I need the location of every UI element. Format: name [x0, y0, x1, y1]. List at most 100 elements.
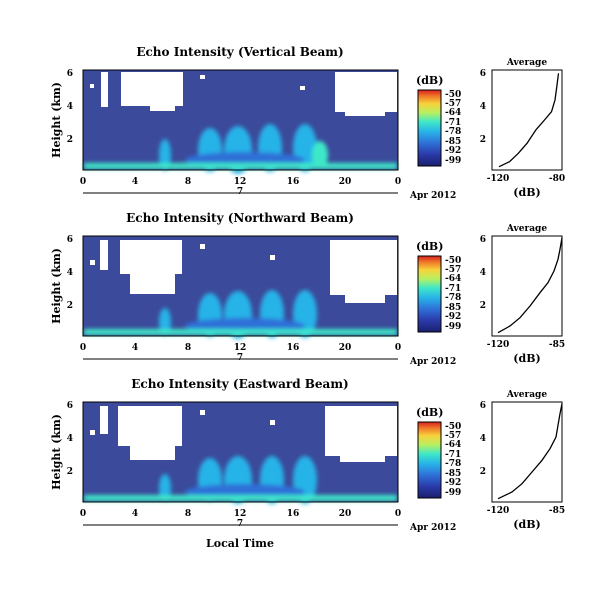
missing-data	[90, 406, 397, 462]
colorbar-ticks: -50 -57 -64 -71 -78 -85 -92 -99	[445, 90, 461, 166]
cbar-tick: -50	[445, 422, 461, 432]
x-axis-label: Local Time	[206, 537, 274, 550]
x-tick: 0	[395, 343, 401, 353]
cbar-tick: -78	[445, 127, 461, 137]
cbar-tick: -85	[445, 303, 461, 313]
y-tick: 6	[67, 401, 73, 411]
day-label: 7	[237, 519, 243, 529]
avg-y-tick: 6	[480, 69, 486, 79]
avg-x-tick-left: -120	[487, 174, 510, 184]
cbar-tick: -50	[445, 256, 461, 266]
x-tick: 8	[185, 343, 191, 353]
panel-northward: Echo Intensity (Northward Beam) Height (…	[50, 211, 565, 367]
panel-vertical: Echo Intensity (Vertical Beam) Height (k…	[50, 45, 565, 201]
cbar-tick: -92	[445, 146, 461, 156]
panel-eastward: Echo Intensity (Eastward Beam) Height (k…	[50, 377, 565, 550]
x-tick: 0	[395, 509, 401, 519]
avg-y-tick: 4	[480, 102, 486, 112]
x-tick: 16	[287, 343, 300, 353]
signal-plumes	[84, 124, 397, 174]
date-label: Apr 2012	[409, 357, 456, 367]
cbar-tick: -78	[445, 459, 461, 469]
colorbar	[417, 421, 442, 499]
x-tick: 20	[339, 343, 352, 353]
cbar-tick: -57	[445, 431, 461, 441]
cbar-tick: -57	[445, 265, 461, 275]
missing-data	[90, 240, 397, 303]
average-title: Average	[506, 224, 547, 234]
average-frame	[491, 69, 563, 171]
y-tick: 6	[67, 69, 73, 79]
cbar-tick: -71	[445, 118, 461, 128]
colorbar-label: (dB)	[416, 406, 443, 419]
signal-plumes	[84, 290, 397, 339]
x-ticks: 0 4 8 12 16 20 0	[80, 177, 401, 187]
cbar-tick: -57	[445, 99, 461, 109]
day-label: 7	[237, 353, 243, 363]
x-tick: 4	[132, 509, 138, 519]
avg-y-tick: 2	[480, 467, 486, 477]
x-tick: 4	[132, 343, 138, 353]
colorbar-ticks: -50 -57 -64 -71 -78 -85 -92 -99	[445, 422, 461, 498]
x-tick: 0	[80, 509, 86, 519]
y-tick: 4	[67, 434, 73, 444]
avg-y-tick: 6	[480, 401, 486, 411]
heatmap-frame	[82, 235, 399, 337]
cbar-tick: -71	[445, 284, 461, 294]
panel-title: Echo Intensity (Vertical Beam)	[136, 45, 343, 59]
x-tick: 12	[234, 177, 247, 187]
cbar-tick: -64	[445, 274, 461, 284]
colorbar-label: (dB)	[416, 240, 443, 253]
x-ticks: 0 4 8 12 16 20 0	[80, 343, 401, 353]
x-tick: 4	[132, 177, 138, 187]
cbar-tick: -64	[445, 440, 461, 450]
average-profile-line	[497, 237, 563, 334]
cbar-tick: -85	[445, 469, 461, 479]
heatmap-frame	[82, 401, 399, 503]
average-profile-line	[498, 73, 560, 168]
colorbar	[417, 89, 442, 167]
y-axis-label: Height (km)	[50, 248, 63, 324]
avg-x-tick-right: -80	[549, 174, 565, 184]
y-tick: 2	[67, 467, 73, 477]
avg-x-tick-left: -120	[487, 506, 510, 516]
x-tick: 20	[339, 509, 352, 519]
x-ticks: 0 4 8 12 16 20 0	[80, 509, 401, 519]
avg-y-tick: 2	[480, 301, 486, 311]
missing-data	[90, 72, 397, 116]
x-tick: 8	[185, 509, 191, 519]
average-profile-line	[497, 403, 563, 500]
y-tick: 4	[67, 102, 73, 112]
y-tick: 4	[67, 268, 73, 278]
cbar-tick: -92	[445, 478, 461, 488]
panel-title: Echo Intensity (Eastward Beam)	[131, 377, 348, 391]
y-tick: 2	[67, 135, 73, 145]
x-tick: 8	[185, 177, 191, 187]
cbar-tick: -78	[445, 293, 461, 303]
x-tick: 0	[80, 177, 86, 187]
average-xlabel: (dB)	[513, 186, 540, 199]
average-frame	[491, 235, 563, 337]
cbar-tick: -99	[445, 156, 461, 166]
avg-y-tick: 4	[480, 268, 486, 278]
y-tick: 6	[67, 235, 73, 245]
signal-plumes	[84, 456, 397, 504]
y-axis-label: Height (km)	[50, 82, 63, 158]
x-tick: 16	[287, 177, 300, 187]
average-frame	[491, 401, 563, 503]
x-tick: 12	[234, 509, 247, 519]
heatmap-frame	[82, 69, 399, 171]
avg-x-tick-left: -120	[487, 340, 510, 350]
avg-y-tick: 2	[480, 135, 486, 145]
cbar-tick: -50	[445, 90, 461, 100]
average-xlabel: (dB)	[513, 352, 540, 365]
day-label: 7	[237, 187, 243, 197]
panel-title: Echo Intensity (Northward Beam)	[126, 211, 354, 225]
date-label: Apr 2012	[409, 523, 456, 533]
cbar-tick: -64	[445, 108, 461, 118]
avg-x-tick-right: -85	[549, 340, 565, 350]
y-axis-label: Height (km)	[50, 414, 63, 490]
x-tick: 0	[395, 177, 401, 187]
cbar-tick: -85	[445, 137, 461, 147]
